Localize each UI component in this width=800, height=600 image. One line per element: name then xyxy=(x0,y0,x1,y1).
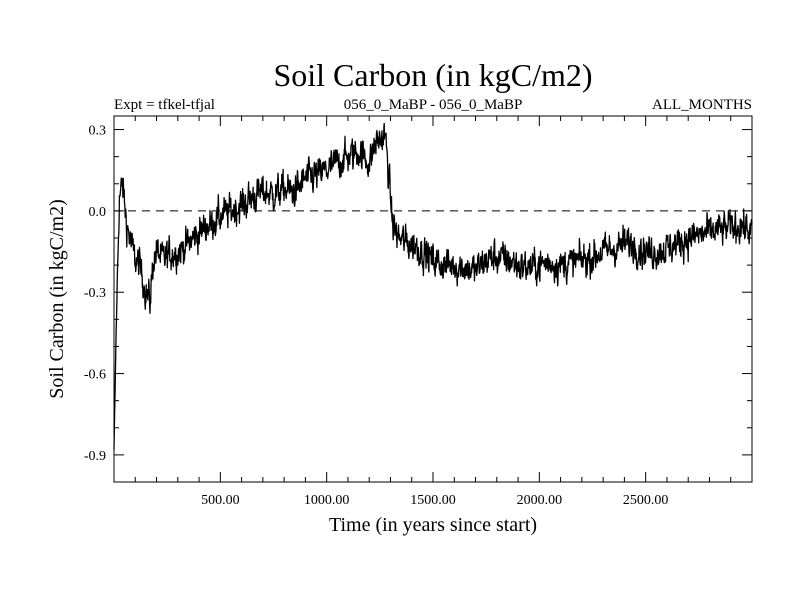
y-tick-label: -0.9 xyxy=(84,449,106,464)
x-tick-label: 1000.00 xyxy=(304,493,350,508)
chart-subtitle-center: 056_0_MaBP - 056_0_MaBP xyxy=(344,97,523,113)
x-tick-label: 500.00 xyxy=(201,493,240,508)
y-axis-label: Soil Carbon (in kgC/m2) xyxy=(46,199,68,398)
y-tick-label: 0.3 xyxy=(89,124,107,139)
minor-ticks xyxy=(114,116,752,483)
chart-subtitle-right: ALL_MONTHS xyxy=(652,97,752,113)
x-tick-label: 2000.00 xyxy=(517,493,563,508)
plot-frame xyxy=(113,115,753,483)
x-tick-label: 1500.00 xyxy=(410,493,456,508)
y-tick-label: -0.3 xyxy=(84,286,106,301)
soil-carbon-series-line xyxy=(113,122,753,450)
x-tick-label: 2500.00 xyxy=(623,493,669,508)
x-axis-ticks: 500.00 1000.00 1500.00 2000.00 2500.00 xyxy=(201,116,668,508)
x-axis-label: Time (in years since start) xyxy=(329,514,537,536)
y-tick-label: 0.0 xyxy=(89,205,107,220)
y-axis-ticks: 0.3 0.0 -0.3 -0.6 -0.9 xyxy=(84,124,752,464)
chart-subtitle-left: Expt = tfkel-tfjal xyxy=(114,97,215,113)
chart-title: Soil Carbon (in kgC/m2) xyxy=(273,57,592,93)
y-tick-label: -0.6 xyxy=(84,368,106,383)
